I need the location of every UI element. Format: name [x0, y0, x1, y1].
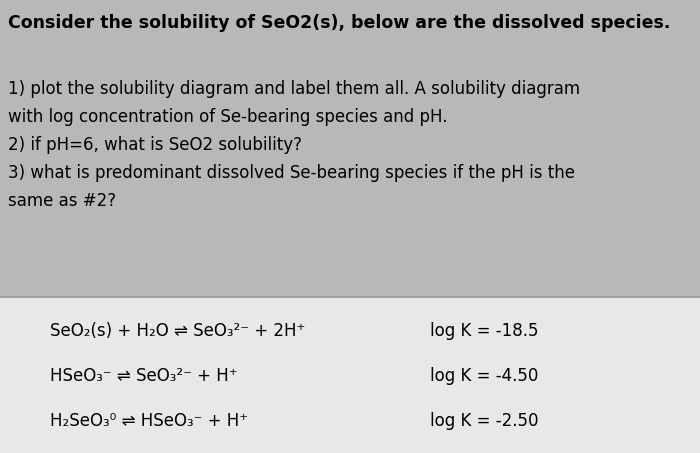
Text: with log concentration of Se-bearing species and pH.: with log concentration of Se-bearing spe… [8, 108, 447, 126]
Text: H₂SeO₃⁰ ⇌ HSeO₃⁻ + H⁺: H₂SeO₃⁰ ⇌ HSeO₃⁻ + H⁺ [50, 413, 248, 430]
Text: same as #2?: same as #2? [8, 192, 116, 210]
Bar [0, 297, 700, 453]
Text: log K = -2.50: log K = -2.50 [430, 413, 538, 430]
Text: SeO₂(s) + H₂O ⇌ SeO₃²⁻ + 2H⁺: SeO₂(s) + H₂O ⇌ SeO₃²⁻ + 2H⁺ [50, 322, 305, 340]
Bar [0, 0, 700, 297]
Text: 1) plot the solubility diagram and label them all. A solubility diagram: 1) plot the solubility diagram and label… [8, 80, 580, 98]
Text: 3) what is predominant dissolved Se-bearing species if the pH is the: 3) what is predominant dissolved Se-bear… [8, 164, 575, 182]
Text: log K = -4.50: log K = -4.50 [430, 367, 538, 385]
Text: log K = -18.5: log K = -18.5 [430, 322, 538, 340]
Text: HSeO₃⁻ ⇌ SeO₃²⁻ + H⁺: HSeO₃⁻ ⇌ SeO₃²⁻ + H⁺ [50, 367, 237, 385]
Text: 2) if pH=6, what is SeO2 solubility?: 2) if pH=6, what is SeO2 solubility? [8, 136, 302, 154]
Text: Consider the solubility of SeO2(s), below are the dissolved species.: Consider the solubility of SeO2(s), belo… [8, 14, 671, 32]
